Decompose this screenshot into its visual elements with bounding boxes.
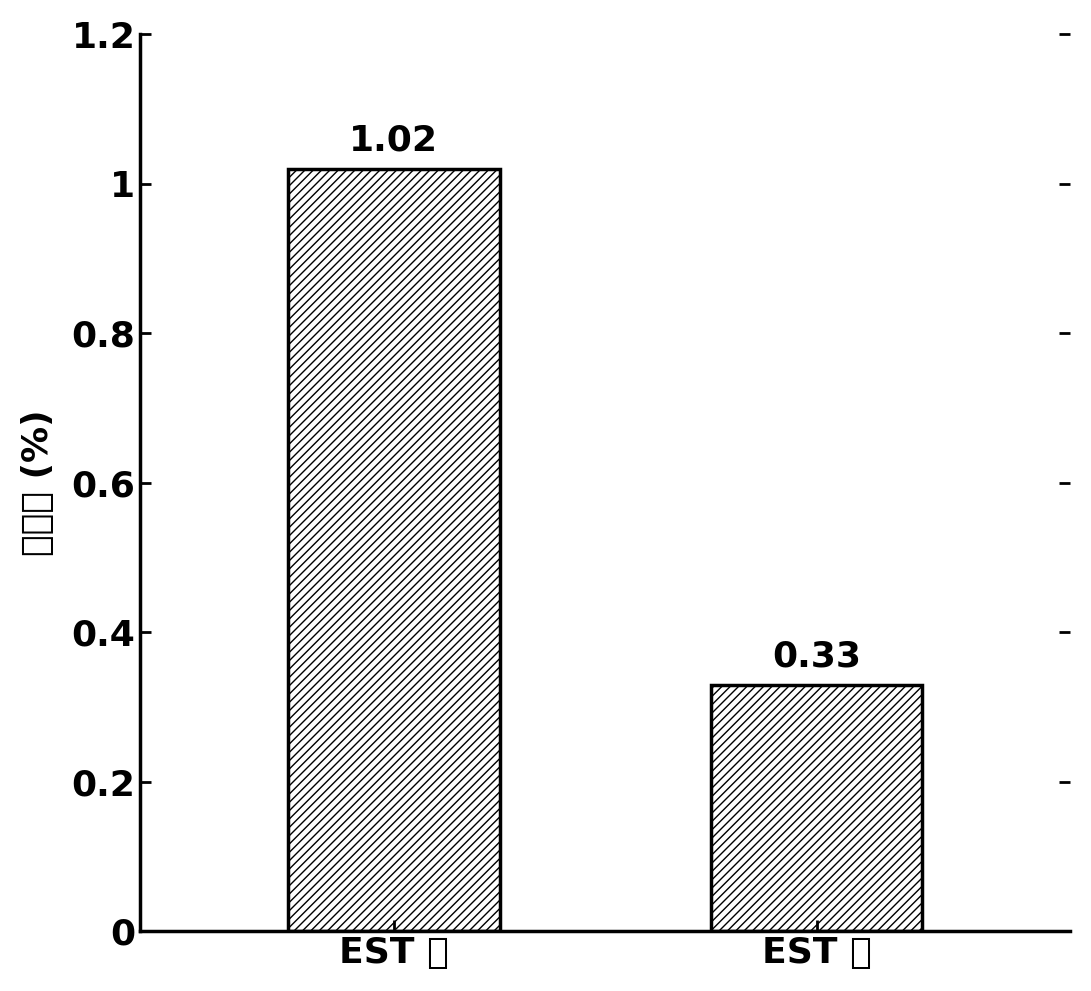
Bar	[288, 168, 500, 932]
Bar	[711, 685, 922, 932]
Text: 1.02: 1.02	[349, 124, 439, 158]
Text: 0.33: 0.33	[772, 639, 861, 674]
Y-axis label: 孔隙率 (%): 孔隙率 (%)	[21, 409, 55, 556]
